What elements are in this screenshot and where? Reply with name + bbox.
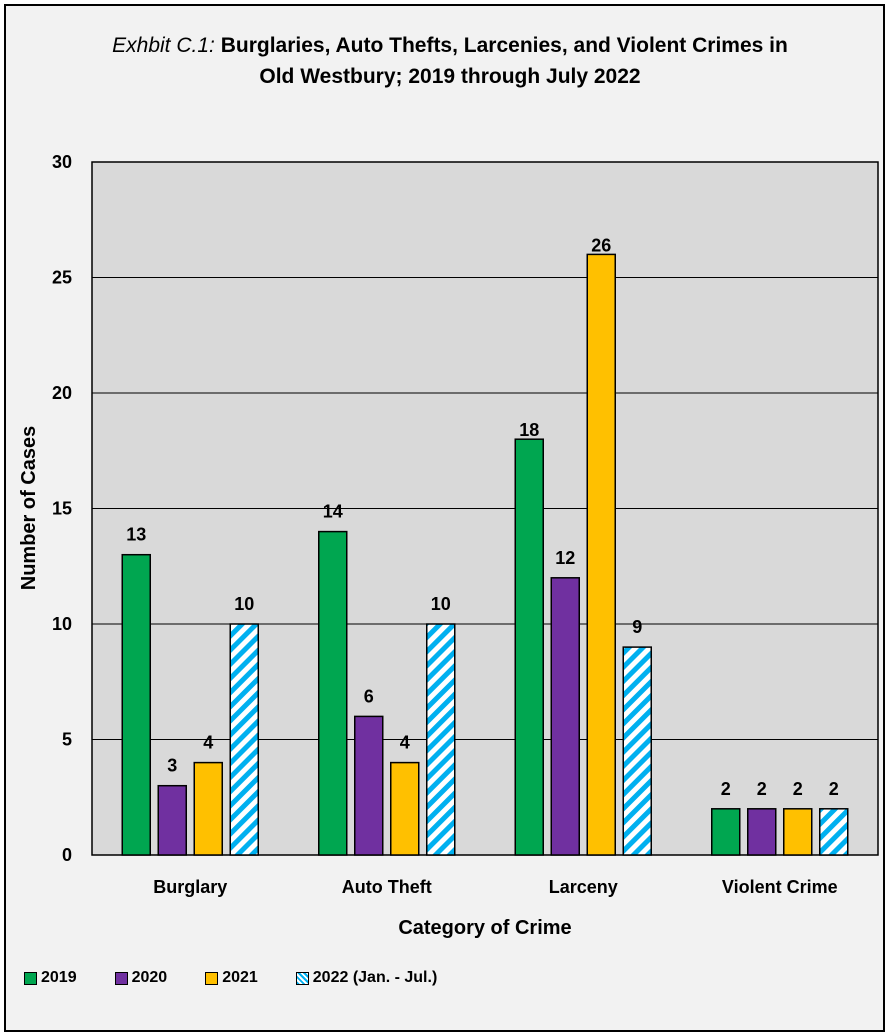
legend-label: 2019 [41, 969, 77, 986]
bar-2021-violent-crime [783, 808, 813, 856]
legend-swatch [205, 971, 219, 985]
bar-2020-violent-crime [747, 808, 777, 856]
data-label: 2 [829, 779, 839, 799]
y-axis-ticks: 0 5 10 15 20 25 30 [52, 152, 72, 865]
data-label: 2 [757, 779, 767, 799]
bar-2019-larceny [514, 438, 544, 856]
category-label: Auto Theft [342, 877, 432, 897]
data-labels: 13 3 4 10 14 6 4 10 18 12 26 9 2 2 2 2 [126, 235, 839, 798]
y-tick-label: 20 [52, 383, 72, 403]
y-tick-label: 0 [62, 845, 72, 865]
data-label: 9 [632, 617, 642, 637]
bar-2022-burglary [229, 623, 259, 856]
y-tick-label: 5 [62, 730, 72, 750]
legend-swatch [24, 971, 37, 985]
legend-item: 2021 [205, 969, 258, 987]
y-tick-label: 25 [52, 268, 72, 288]
bar-2021-auto-theft [390, 761, 420, 856]
bar-2019-auto-theft [318, 530, 348, 856]
bar-2021-burglary [193, 761, 223, 856]
data-label: 4 [400, 733, 410, 753]
data-label: 2 [721, 779, 731, 799]
data-label: 4 [203, 733, 213, 753]
bar-2019-burglary [121, 553, 151, 856]
bar-2020-auto-theft [354, 715, 384, 856]
bar-2022-auto-theft [426, 623, 456, 856]
bars [121, 253, 849, 856]
data-label: 14 [323, 502, 343, 522]
bar-2020-burglary [157, 784, 187, 856]
data-label: 18 [519, 420, 539, 440]
bar-2019-violent-crime [711, 808, 741, 856]
x-axis-categories: Burglary Auto Theft Larceny Violent Crime [153, 877, 837, 897]
legend-swatch [295, 971, 309, 985]
data-label: 12 [555, 548, 575, 568]
y-tick-label: 10 [52, 614, 72, 634]
legend-label: 2020 [131, 969, 168, 986]
legend-swatch [114, 971, 128, 985]
bar-2022-larceny [622, 646, 652, 856]
title-main: Burglaries, Auto Thefts, Larcenies, and … [220, 34, 788, 88]
legend: 2019 2020 2021 2022 (Jan. - Jul.) [24, 966, 475, 990]
data-label: 3 [167, 756, 177, 776]
x-axis-title: Category of Crime [398, 917, 571, 939]
legend-label: 2022 (Jan. - Jul.) [312, 969, 438, 986]
y-tick-label: 30 [52, 152, 72, 172]
category-label: Violent Crime [722, 877, 838, 897]
bar-2020-larceny [550, 577, 580, 856]
gridlines [92, 277, 878, 740]
legend-item: 2022 (Jan. - Jul.) [295, 969, 438, 987]
data-label: 10 [234, 594, 254, 614]
data-label: 13 [126, 525, 146, 545]
bar-2021-larceny [586, 253, 616, 856]
data-label: 10 [431, 594, 451, 614]
legend-item: 2019 [24, 969, 77, 987]
category-label: Larceny [549, 877, 618, 897]
data-label: 6 [364, 686, 374, 706]
data-label: 2 [793, 779, 803, 799]
data-label: 26 [591, 235, 611, 255]
y-tick-label: 15 [52, 499, 72, 519]
legend-item: 2020 [114, 969, 168, 987]
category-label: Burglary [153, 877, 227, 897]
y-axis-title: Number of Cases [18, 426, 40, 591]
title-prefix: Exhbit C.1: [112, 34, 215, 57]
chart-title: Exhbit C.1: Burglaries, Auto Thefts, Lar… [100, 30, 800, 92]
bar-2022-violent-crime [819, 808, 849, 856]
legend-label: 2021 [222, 969, 258, 986]
